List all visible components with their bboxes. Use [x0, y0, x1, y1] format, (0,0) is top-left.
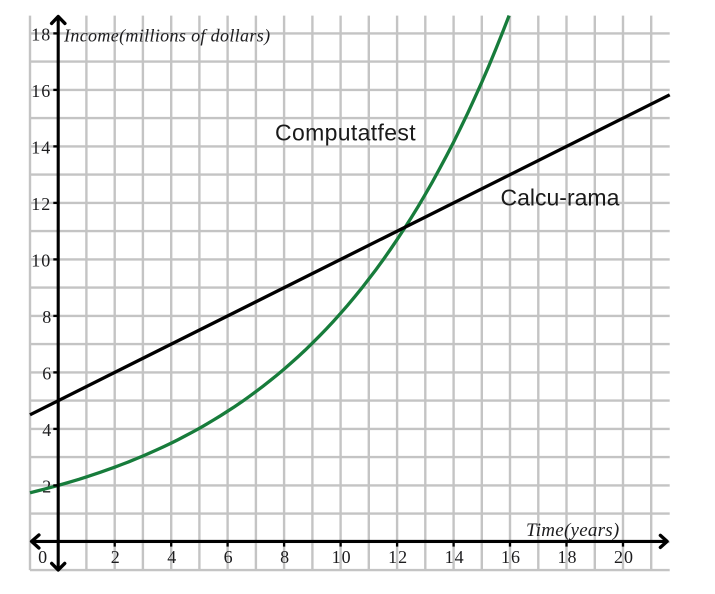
svg-text:6: 6 [42, 364, 52, 384]
svg-text:12: 12 [31, 194, 51, 214]
svg-text:4: 4 [167, 547, 177, 567]
svg-text:14: 14 [31, 138, 51, 158]
svg-text:Computatfest: Computatfest [275, 120, 416, 146]
svg-text:20: 20 [614, 547, 634, 567]
svg-text:16: 16 [501, 547, 521, 567]
svg-text:2: 2 [42, 477, 52, 497]
svg-text:10: 10 [332, 547, 352, 567]
svg-text:Income(millions of dollars): Income(millions of dollars) [63, 26, 270, 47]
svg-text:16: 16 [31, 81, 51, 101]
svg-text:Time(years): Time(years) [526, 520, 620, 541]
svg-text:4: 4 [42, 420, 52, 440]
svg-text:12: 12 [388, 547, 408, 567]
svg-text:10: 10 [31, 251, 51, 271]
svg-text:18: 18 [558, 547, 578, 567]
svg-text:14: 14 [445, 547, 465, 567]
svg-text:6: 6 [224, 547, 234, 567]
svg-text:Calcu-rama: Calcu-rama [501, 185, 620, 211]
svg-text:8: 8 [280, 547, 290, 567]
svg-text:0: 0 [38, 547, 48, 567]
svg-text:2: 2 [111, 547, 121, 567]
svg-text:18: 18 [31, 25, 51, 45]
svg-text:8: 8 [42, 307, 52, 327]
